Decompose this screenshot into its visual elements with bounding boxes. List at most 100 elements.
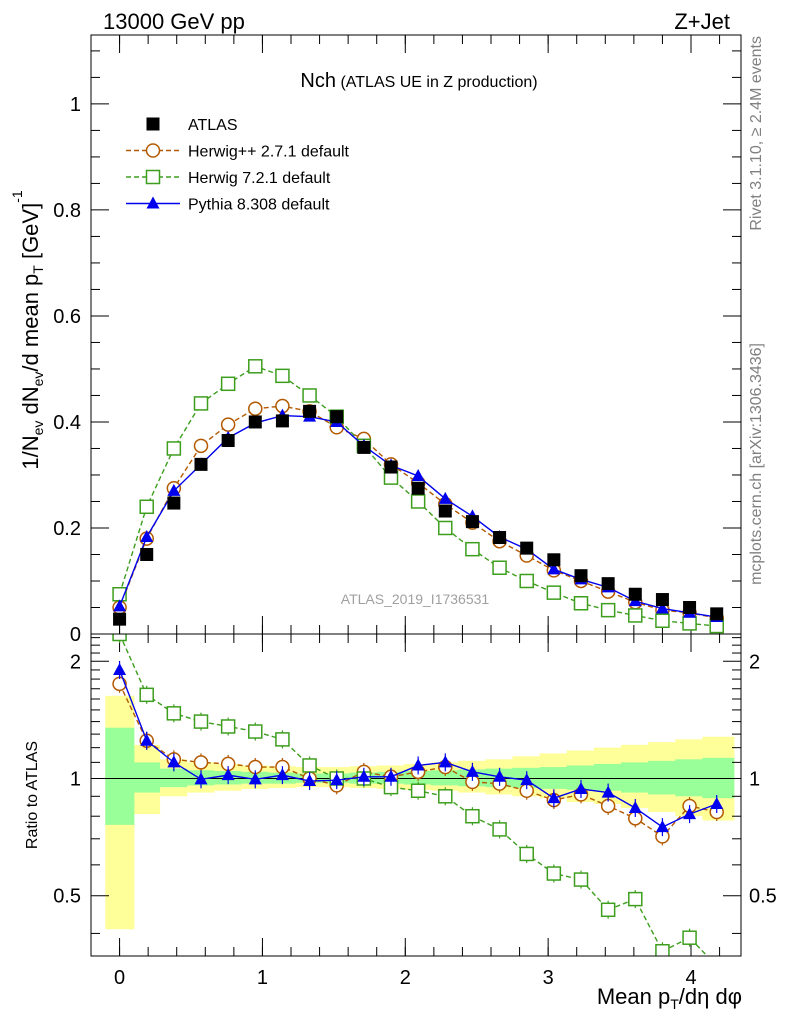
ratio-y-axis-label: Ratio to ATLAS — [24, 741, 41, 849]
data-point — [547, 562, 561, 575]
data-point — [710, 607, 724, 621]
ratio-data-point — [221, 768, 235, 781]
data-point — [465, 541, 480, 557]
data-point — [220, 417, 236, 432]
data-point — [193, 438, 209, 454]
watermark: ATLAS_2019_I1736531 — [341, 591, 490, 607]
data-point — [113, 599, 127, 612]
ratio-data-point — [628, 891, 643, 907]
axis-label-part: -1 — [9, 190, 25, 203]
ratio-data-point — [302, 758, 317, 773]
axis-label-part: dN — [18, 386, 43, 420]
x-axis-label: Mean pT/dη dφ — [597, 984, 742, 1012]
data-point — [492, 560, 507, 575]
ratio-data-point — [628, 800, 642, 813]
y-tick-label: 0.6 — [53, 306, 81, 328]
uncertainty-band-inner — [648, 760, 676, 795]
ratio-y-tick-label-right: 0.5 — [749, 886, 777, 908]
ratio-data-point — [574, 781, 588, 794]
ratio-data-point — [655, 820, 669, 833]
data-point — [547, 553, 561, 567]
data-point — [628, 587, 642, 601]
ratio-y-tick-label-right: 1 — [749, 768, 760, 790]
main-title-main: Nch — [300, 70, 336, 92]
uncertainty-band-inner — [133, 762, 161, 793]
ratio-data-point — [113, 662, 127, 675]
ratio-data-point — [357, 769, 371, 782]
y-tick-label: 0.8 — [53, 200, 81, 222]
y-tick-label: 0 — [70, 624, 81, 646]
data-point — [193, 396, 209, 411]
data-point — [166, 441, 182, 456]
ratio-data-point — [520, 773, 534, 786]
legend-label: Herwig 7.2.1 default — [188, 170, 331, 187]
data-point — [167, 496, 181, 510]
ratio-data-point — [493, 769, 507, 782]
ratio-data-point — [438, 755, 452, 768]
data-point — [248, 359, 263, 374]
data-point — [113, 612, 127, 626]
ratio-data-point — [655, 943, 670, 956]
x-tick-label: 2 — [400, 967, 411, 989]
ratio-data-point — [573, 872, 589, 887]
rivet-label: Rivet 3.1.10, ≥ 2.4M events — [748, 36, 765, 231]
mcplots-label: mcplots.cern.ch [arXiv:1306.3436] — [748, 343, 765, 585]
ratio-data-point — [194, 772, 208, 785]
ratio-series-group — [112, 634, 724, 956]
y-tick-label: 0.2 — [53, 518, 81, 540]
data-point — [546, 585, 562, 600]
ratio-data-point — [167, 755, 181, 768]
data-point — [275, 414, 289, 428]
ratio-data-point — [384, 769, 398, 782]
data-point — [655, 593, 669, 607]
legend-marker — [145, 169, 161, 185]
axis-label-part: T — [670, 996, 679, 1012]
main-y-axis-label: 1/Nev dNev/d mean pT [GeV]-1 — [9, 190, 46, 470]
data-point — [411, 469, 425, 482]
x-tick-label: 3 — [543, 967, 554, 989]
ratio-data-point — [330, 773, 344, 786]
data-point — [140, 547, 154, 561]
ratio-data-point — [275, 768, 289, 781]
main-panel: 0 0.2 0.4 0.6 0.8 1 Nch (ATLAS UE in Z produc… — [53, 34, 742, 646]
x-tick-label: 0 — [114, 967, 125, 989]
ratio-data-point — [410, 783, 426, 799]
ratio-data-point — [519, 846, 534, 862]
data-point — [330, 410, 344, 424]
main-title-sub: (ATLAS UE in Z production) — [340, 74, 537, 91]
ratio-y-tick-label: 1 — [70, 768, 81, 790]
ratio-data-point — [546, 866, 562, 881]
data-point — [574, 569, 588, 583]
ratio-series — [112, 634, 724, 956]
ratio-y-tick-label-right: 2 — [749, 651, 760, 673]
ratio-data-point — [248, 772, 262, 785]
legend: ATLAS Herwig++ 2.7.1 default Herwig 7.2.1 … — [126, 117, 350, 214]
ratio-data-point — [465, 764, 479, 777]
axis-label-part: ev — [30, 372, 46, 387]
data-point — [655, 613, 670, 628]
main-series — [112, 359, 724, 634]
legend-marker — [146, 117, 160, 131]
ratio-data-point — [683, 807, 697, 820]
header-left: 13000 GeV pp — [103, 9, 245, 34]
legend-label: ATLAS — [188, 117, 238, 134]
data-point — [411, 481, 425, 495]
main-title: Nch (ATLAS UE in Z production) — [300, 70, 537, 92]
data-point — [628, 608, 643, 623]
axis-label-part: [GeV] — [18, 203, 43, 265]
data-point — [438, 491, 452, 504]
x-tick-label: 1 — [257, 967, 268, 989]
ratio-data-point — [166, 706, 182, 721]
data-point — [139, 499, 154, 515]
uncertainty-band-inner — [105, 727, 135, 825]
ratio-data-point — [248, 724, 263, 739]
axis-label-part: /d mean p — [18, 274, 43, 372]
data-point — [519, 573, 534, 589]
uncertainty-band-inner — [159, 768, 188, 788]
data-point — [438, 520, 453, 536]
legend-label: Pythia 8.308 default — [188, 197, 330, 214]
uncertainty-band-inner — [675, 759, 703, 797]
axis-label-part: ev — [30, 421, 46, 436]
data-point — [357, 440, 371, 454]
